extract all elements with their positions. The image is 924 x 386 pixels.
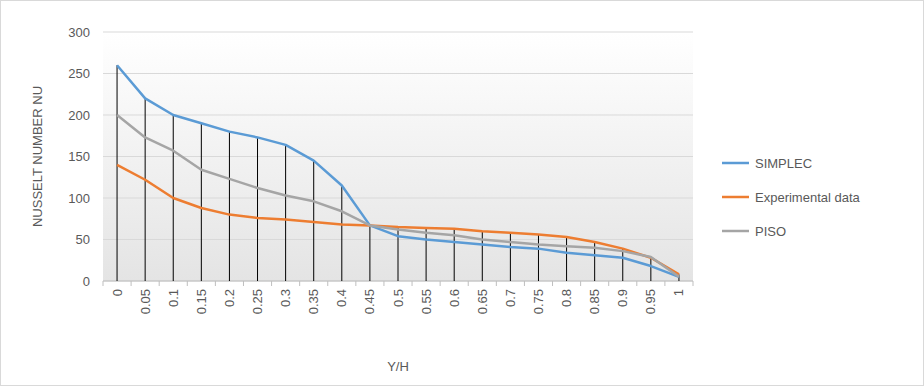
x-tick-mark — [355, 281, 356, 286]
x-tick-mark — [693, 281, 694, 286]
x-tick-mark — [327, 281, 328, 286]
x-tick-label: 0.5 — [391, 289, 406, 307]
x-tick-label: 0.35 — [306, 289, 321, 314]
y-tick-label: 300 — [68, 25, 90, 40]
drop-line — [622, 249, 623, 281]
legend-label: PISO — [755, 224, 786, 239]
series-line — [117, 115, 679, 277]
series-line — [117, 165, 679, 275]
x-tick-label: 0.2 — [222, 289, 237, 307]
legend-swatch — [722, 230, 749, 233]
drop-line — [510, 233, 511, 281]
x-tick-mark — [243, 281, 244, 286]
grid-line — [103, 198, 693, 199]
drop-line — [285, 145, 286, 281]
x-tick-mark — [664, 281, 665, 286]
y-tick-label: 150 — [68, 149, 90, 164]
drop-line — [426, 228, 427, 281]
y-tick-label: 250 — [68, 66, 90, 81]
series-line — [117, 65, 679, 277]
plot-marks — [117, 65, 679, 281]
x-tick-label: 1 — [671, 289, 686, 296]
chart-svg: 0 50 100 150 200 250 300 0 0.05 0.1 0.15 0.2 0.25 0.3… — [0, 0, 924, 386]
x-tick-label: 0.9 — [615, 289, 630, 307]
x-tick-label: 0.15 — [194, 289, 209, 314]
grid-line — [103, 156, 693, 157]
drop-line — [117, 65, 118, 281]
drop-line — [201, 123, 202, 281]
grid-line — [103, 32, 693, 33]
legend-label: Experimental data — [755, 190, 861, 205]
x-tick-mark — [215, 281, 216, 286]
drop-line — [257, 137, 258, 281]
x-tick-label: 0.25 — [250, 289, 265, 314]
grid-line — [103, 115, 693, 116]
x-tick-mark — [552, 281, 553, 286]
y-tick-label: 50 — [76, 232, 90, 247]
y-axis-title: NUSSELT NUMBER NU — [30, 86, 45, 227]
x-tick-label: 0.3 — [278, 289, 293, 307]
x-tick-label: 0.8 — [559, 289, 574, 307]
x-tick-mark — [103, 281, 104, 286]
x-tick-label: 0.95 — [643, 289, 658, 314]
x-tick-mark — [159, 281, 160, 286]
drop-line — [341, 186, 342, 281]
drop-line — [145, 98, 146, 281]
plot-area — [103, 32, 693, 281]
x-tick-label: 0.7 — [503, 289, 518, 307]
x-tick-label: 0.1 — [166, 289, 181, 307]
x-tick-mark — [131, 281, 132, 286]
legend-swatch — [722, 162, 749, 165]
legend-label: SIMPLEC — [755, 156, 812, 171]
grid-line — [103, 73, 693, 74]
x-tick-mark — [496, 281, 497, 286]
x-tick-mark — [580, 281, 581, 286]
x-tick-mark — [636, 281, 637, 286]
x-tick-mark — [412, 281, 413, 286]
drop-line — [566, 237, 567, 281]
chart-frame — [1, 1, 924, 386]
x-tick-label: 0.45 — [362, 289, 377, 314]
x-axis-title: Y/H — [387, 359, 409, 374]
x-tick-label: 0.4 — [334, 289, 349, 307]
legend-swatch — [722, 196, 749, 199]
x-tick-mark — [440, 281, 441, 286]
x-tick-mark — [271, 281, 272, 286]
x-tick-mark — [299, 281, 300, 286]
y-tick-label: 0 — [83, 274, 90, 289]
x-tick-mark — [524, 281, 525, 286]
x-tick-label: 0.05 — [138, 289, 153, 314]
x-tick-mark — [187, 281, 188, 286]
x-tick-mark — [608, 281, 609, 286]
drop-line — [538, 235, 539, 281]
y-tick-label: 100 — [68, 191, 90, 206]
x-tick-mark — [468, 281, 469, 286]
drop-line — [229, 132, 230, 281]
x-tick-label: 0.85 — [587, 289, 602, 314]
y-tick-label: 200 — [68, 108, 90, 123]
x-tick-label: 0.65 — [475, 289, 490, 314]
x-tick-label: 0 — [110, 289, 125, 296]
x-tick-label: 0.6 — [447, 289, 462, 307]
drop-line — [650, 257, 651, 281]
drop-line — [369, 225, 370, 281]
x-tick-label: 0.75 — [531, 289, 546, 314]
chart-container: 0 50 100 150 200 250 300 0 0.05 0.1 0.15 0.2 0.25 0.3… — [0, 0, 924, 386]
x-tick-label: 0.55 — [419, 289, 434, 314]
x-tick-mark — [383, 281, 384, 286]
